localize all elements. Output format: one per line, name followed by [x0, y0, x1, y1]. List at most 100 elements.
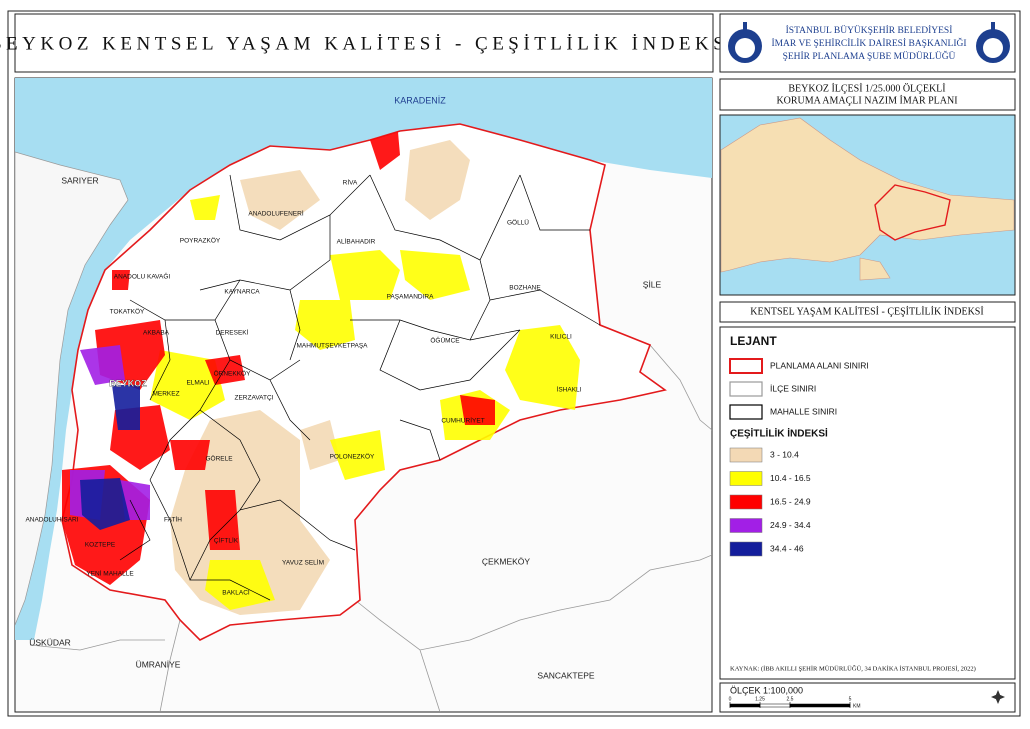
- index-cluster: [330, 430, 385, 480]
- legend-label: 24.9 - 34.4: [770, 520, 811, 530]
- neighbourhood-label: MERKEZ: [152, 391, 179, 398]
- index-cluster: [112, 385, 140, 430]
- district-label: ÜSKÜDAR: [29, 637, 71, 647]
- logo-left: [728, 22, 762, 63]
- legend-label: 3 - 10.4: [770, 449, 799, 459]
- scale-label: ÖLÇEK 1:100,000: [730, 685, 803, 695]
- header-box: [719, 13, 1016, 73]
- neighbourhood-label: RİVA: [343, 178, 358, 187]
- title-box: [14, 13, 714, 73]
- scale-segment: [729, 703, 761, 708]
- index-cluster: [405, 140, 470, 220]
- plan-line: KORUMA AMAÇLI NAZIM İMAR PLANI: [776, 94, 957, 106]
- section-box: [719, 301, 1016, 323]
- neighbourhood-label: PAŞAMANDIRA: [387, 294, 434, 301]
- neighbourhood-labels: RİVA ANADOLUFENERİ GÖLLÜ POYRAZKÖY ALİBA…: [25, 178, 581, 597]
- neighbourhood-label: KAYNARCA: [224, 289, 260, 296]
- legend-label: İLÇE SINIRI: [770, 383, 816, 393]
- neighbourhood-label: MAHMUTŞEVKETPAŞA: [296, 343, 368, 350]
- neighbourhood-label: BAKLACI: [222, 590, 250, 597]
- district-label: SARIYER: [61, 175, 98, 185]
- source: KAYNAK: (İBB AKILLI ŞEHİR MÜDÜRLÜĞÜ, 34 …: [730, 664, 976, 672]
- index-cluster: [400, 250, 470, 300]
- index-cluster: [205, 490, 240, 550]
- neighbourhood-label: ANADOLUHİSARI: [25, 515, 78, 524]
- sheet-frame: [7, 10, 1021, 717]
- header-line: İSTANBUL BÜYÜKŞEHİR BELEDİYESİ: [786, 24, 953, 36]
- district-label: ŞİLE: [643, 279, 662, 289]
- neighbourhood-label: ÇİFTLİK: [214, 536, 239, 545]
- index-cluster: [170, 440, 210, 470]
- neighbourhood-label: ÖRNEKKÖY: [214, 370, 252, 378]
- scale-tick-label: 2.5: [787, 696, 794, 702]
- scale-segment: [759, 703, 791, 708]
- legend-label: MAHALLE SINIRI: [770, 406, 837, 416]
- neighbourhood-label: ALİBAHADIR: [337, 237, 376, 246]
- legend-swatch: [729, 381, 763, 397]
- index-cluster: [80, 345, 125, 385]
- legend-swatch: [729, 494, 763, 510]
- neighbourhood-label: YENİ MAHALLE: [86, 569, 134, 578]
- scale-tick-label: 0: [729, 696, 732, 702]
- legend-box: [719, 326, 1016, 680]
- neighbourhood-label: KOZTEPE: [85, 542, 116, 549]
- legend-swatch: [729, 541, 763, 557]
- neighbourhood-label: YAVUZ SELİM: [282, 558, 324, 567]
- neighbourhood-label: ELMALI: [186, 380, 209, 387]
- index-cluster: [190, 195, 220, 220]
- index-cluster: [112, 270, 130, 290]
- index-cluster: [295, 300, 355, 350]
- neighbourhood-label: POYRAZKÖY: [180, 237, 221, 245]
- legend-swatch: [729, 358, 763, 374]
- index-cluster: [80, 478, 130, 530]
- header-line: ŞEHİR PLANLAMA ŞUBE MÜDÜRLÜĞÜ: [783, 50, 956, 62]
- sea-label: KARADENİZ: [394, 95, 446, 105]
- district-label: ÇEKMEKÖY: [482, 556, 531, 566]
- plan-line: BEYKOZ İLÇESİ 1/25.000 ÖLÇEKLİ: [788, 82, 945, 94]
- neighbourhood-label: İSHAKLI: [557, 385, 582, 394]
- neighbourhood-label: ANADOLUFENERİ: [248, 209, 303, 218]
- scale-segment: [789, 703, 851, 708]
- scale-tick-label: 5: [849, 696, 852, 702]
- neighbourhood-boundaries: [119, 174, 601, 601]
- neighbourhood-label: GÖRELE: [205, 455, 233, 463]
- legend-swatch: [729, 518, 763, 533]
- index-cluster: [460, 395, 495, 425]
- index-cluster: [300, 420, 340, 470]
- plan-box: [719, 78, 1016, 111]
- neighbourhood-label: AKBABA: [143, 330, 170, 337]
- neighbourhood-label: ÖĞÜMCE: [430, 336, 460, 345]
- neighbourhood-label: CUMHURİYET: [441, 416, 484, 425]
- neighbourhood-label: GÖLLÜ: [507, 219, 529, 227]
- neighbourhood-label: ZERZAVATÇI: [235, 395, 274, 402]
- index-cluster: [505, 325, 580, 410]
- neighbourhood-label: BOZHANE: [509, 285, 541, 292]
- scale-tick-label: 1.25: [755, 696, 765, 702]
- scale-unit: KM: [853, 703, 861, 709]
- legend-swatch: [729, 447, 763, 463]
- neighbourhood-label: ANADOLU KAVAĞI: [114, 272, 171, 281]
- index-clusters: [62, 132, 580, 615]
- inset-map: [719, 114, 1016, 296]
- legend-index-title: ÇEŞİTLİLİK İNDEKSİ: [730, 427, 828, 440]
- north-arrow: [991, 690, 1005, 704]
- district-label: SANCAKTEPE: [537, 670, 594, 680]
- logo-right: [976, 22, 1010, 63]
- neighbourhood-label: POLONEZKÖY: [330, 453, 375, 461]
- district-label: ÜMRANİYE: [136, 659, 181, 669]
- scale-bar: 0 1.25 2.5 5KM: [729, 696, 861, 709]
- index-cluster: [370, 132, 400, 170]
- legend-swatch: [729, 471, 763, 486]
- header-line: İMAR VE ŞEHİRCİLİK DAİRESİ BAŞKANLIĞI: [771, 37, 966, 49]
- neighbourhood-label: DERESEKİ: [216, 328, 249, 337]
- neighbourhood-label: TOKATKÖY: [110, 308, 145, 316]
- index-cluster: [150, 350, 225, 420]
- legend-title: LEJANT: [730, 334, 777, 348]
- european-side: [15, 151, 129, 626]
- legend-swatch: [729, 404, 763, 420]
- sea: [15, 78, 712, 640]
- legend-label: 34.4 - 46: [770, 543, 804, 553]
- sheet-title: BEYKOZ KENTSEL YAŞAM KALİTESİ - ÇEŞİTLİL…: [0, 33, 739, 54]
- index-cluster: [330, 250, 400, 300]
